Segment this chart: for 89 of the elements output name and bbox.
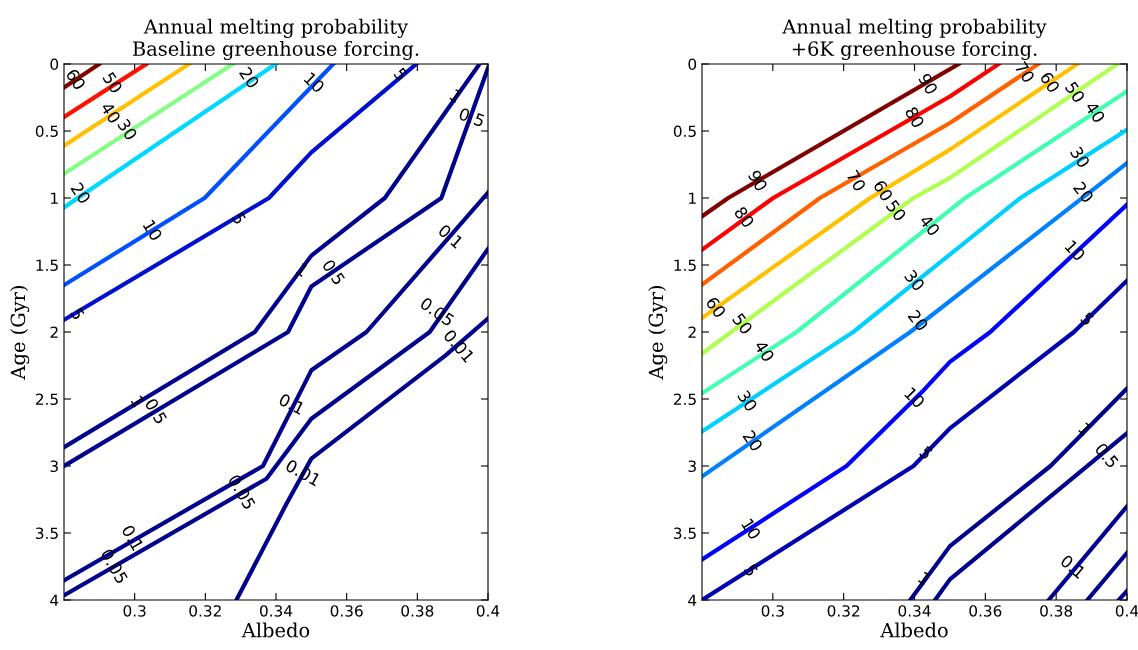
x-tick-label: 0.36 — [330, 605, 363, 617]
x-tick-label: 0.3 — [761, 605, 784, 617]
annotation: 60 — [65, 67, 87, 91]
x-tick-label: 0.36 — [969, 605, 1002, 617]
annotation: 1 — [130, 395, 145, 408]
annotation: 20 — [1072, 180, 1095, 204]
chart-title: Annual melting probability Baseline greenhouse forcing. — [132, 18, 419, 60]
y-axis-title: Age (Gyr) — [648, 285, 668, 380]
y-tick-label: 2 — [688, 326, 696, 338]
x-tick-label: 0.4 — [476, 605, 500, 617]
annotation: 40 — [1084, 100, 1106, 124]
line-series — [64, 64, 419, 323]
annotation: 10 — [740, 518, 762, 541]
annotation: 5 — [231, 211, 247, 225]
y-tick-label: 2.5 — [673, 393, 696, 406]
annotation: 30 — [1069, 145, 1091, 169]
annotation: 60 — [872, 179, 894, 202]
x-axis-title: Albedo — [241, 622, 310, 638]
annotation: 20 — [742, 429, 764, 453]
y-tick-label: 2.5 — [35, 393, 58, 406]
y-tick-label: 3 — [50, 460, 58, 473]
x-tick-label: 0.38 — [401, 605, 434, 617]
annotation: 60 — [1039, 70, 1061, 94]
annotation: 10 — [303, 71, 326, 94]
annotation: 20 — [238, 66, 260, 90]
annotation: 0.05 — [227, 473, 256, 511]
annotation: 1 — [449, 88, 463, 103]
annotation: 10 — [142, 219, 163, 242]
annotation: 80 — [904, 105, 925, 129]
annotation: 50 — [731, 312, 754, 336]
annotation: 5 — [743, 563, 759, 577]
annotation: 80 — [733, 205, 755, 229]
annotation: 30 — [903, 269, 926, 292]
annotation: 5 — [393, 67, 408, 82]
annotation: 5 — [70, 307, 85, 321]
annotation: 50 — [885, 199, 907, 222]
x-axis-title: Albedo — [880, 622, 948, 638]
y-tick-label: 3 — [688, 460, 696, 473]
annotation: 50 — [102, 71, 124, 95]
annotation: 0.5 — [458, 107, 486, 128]
annotation: 1 — [295, 262, 309, 277]
annotation: 0.01 — [284, 458, 322, 487]
annotation: 60 — [705, 295, 727, 319]
y-tick-label: 1 — [689, 192, 696, 204]
y-tick-label: 4 — [688, 594, 697, 606]
y-tick-label: 1.5 — [674, 259, 696, 272]
x-tick-label: 0.34 — [898, 605, 931, 617]
annotation: 70 — [1014, 60, 1036, 84]
y-tick-label: 4 — [50, 594, 59, 606]
annotation: 70 — [846, 169, 867, 193]
y-tick-label: 1.5 — [36, 259, 58, 272]
annotation: 0.05 — [419, 296, 455, 327]
annotation: 40 — [918, 213, 941, 237]
x-tick-label: 0.32 — [827, 605, 860, 617]
y-tick-label: 2 — [50, 326, 58, 338]
y-tick-label: 1 — [51, 192, 58, 204]
x-tick-label: 0.34 — [260, 605, 293, 617]
annotation: 20 — [70, 181, 92, 205]
annotation: 10 — [1064, 239, 1087, 262]
annotation: 0.5 — [144, 397, 168, 425]
chart-title: Annual melting probability +6K greenhouse forcing. — [782, 18, 1047, 60]
annotation: 0.5 — [321, 258, 346, 286]
annotation: 5 — [1080, 311, 1095, 327]
annotation: 0.5 — [1094, 442, 1120, 469]
annotation: 90 — [747, 169, 769, 193]
annotation: 90 — [917, 72, 939, 96]
y-tick-label: 0.5 — [35, 125, 58, 138]
x-tick-label: 0.32 — [189, 605, 221, 617]
y-tick-label: 0 — [688, 58, 697, 71]
annotation: 20 — [907, 309, 929, 332]
annotation: 1 — [917, 571, 931, 586]
y-tick-label: 3.5 — [674, 527, 696, 540]
y-tick-label: 0.5 — [673, 125, 696, 138]
annotation: 0.1 — [278, 392, 306, 415]
y-tick-label: 0 — [50, 58, 59, 71]
annotation: 1 — [1078, 422, 1092, 436]
x-tick-label: 0.3 — [123, 605, 146, 617]
annotation: 0.1 — [437, 223, 464, 249]
annotation: 30 — [737, 389, 758, 413]
annotation: 10 — [903, 386, 926, 409]
y-tick-label: 3.5 — [36, 527, 58, 540]
line-series — [702, 64, 1001, 252]
annotation: 40 — [753, 339, 775, 363]
x-tick-label: 0.38 — [1040, 605, 1073, 617]
annotation: 50 — [1064, 80, 1086, 104]
x-tick-label: 0.4 — [1115, 605, 1138, 617]
annotation: 0.1 — [1059, 554, 1087, 580]
y-axis-title: Age (Gyr) — [10, 285, 30, 380]
annotation: 5 — [918, 445, 934, 461]
